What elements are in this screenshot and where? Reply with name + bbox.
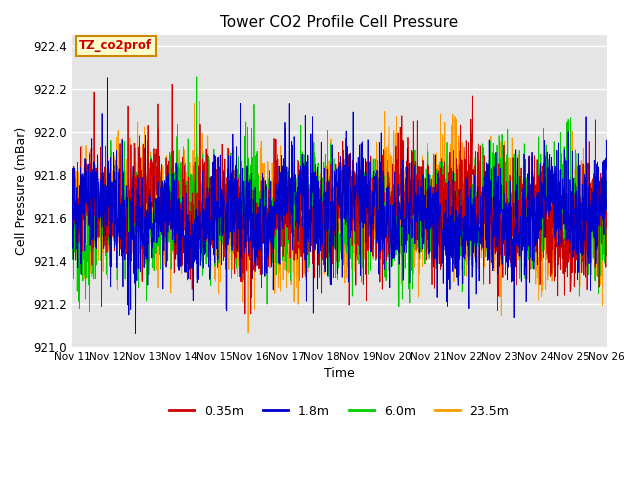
Y-axis label: Cell Pressure (mBar): Cell Pressure (mBar) bbox=[15, 127, 28, 255]
Legend: 0.35m, 1.8m, 6.0m, 23.5m: 0.35m, 1.8m, 6.0m, 23.5m bbox=[164, 400, 515, 423]
Text: TZ_co2prof: TZ_co2prof bbox=[79, 39, 152, 52]
X-axis label: Time: Time bbox=[324, 367, 355, 380]
Title: Tower CO2 Profile Cell Pressure: Tower CO2 Profile Cell Pressure bbox=[220, 15, 458, 30]
